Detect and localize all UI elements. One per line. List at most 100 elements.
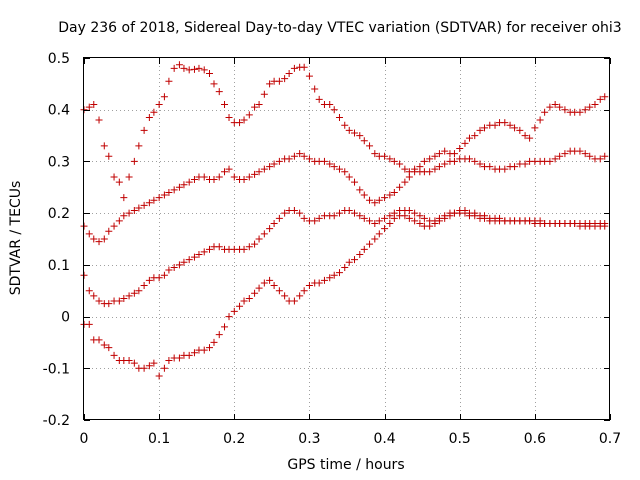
y-tick-label: 0.5 <box>48 51 70 67</box>
data-point <box>330 271 338 279</box>
grid <box>84 58 610 420</box>
data-point <box>326 274 334 282</box>
data-point <box>551 155 559 163</box>
data-point <box>245 173 253 181</box>
data-point <box>381 152 389 160</box>
data-point <box>240 245 248 253</box>
data-point <box>155 194 163 202</box>
data-point <box>110 351 118 359</box>
data-point <box>335 113 343 121</box>
data-point <box>200 248 208 256</box>
data-point <box>105 344 113 352</box>
data-point <box>586 152 594 160</box>
data-point <box>426 155 434 163</box>
data-point <box>556 103 564 111</box>
data-point <box>581 150 589 158</box>
data-point <box>481 212 489 220</box>
data-point <box>236 119 244 127</box>
data-point <box>441 160 449 168</box>
data-point <box>221 101 229 109</box>
data-point <box>195 64 203 72</box>
data-point <box>326 101 334 109</box>
y-tick-label: -0.2 <box>43 413 70 429</box>
data-point <box>461 207 469 215</box>
data-point <box>536 217 544 225</box>
data-point <box>240 176 248 184</box>
data-point <box>401 165 409 173</box>
data-point <box>506 121 514 129</box>
data-point <box>476 126 484 134</box>
data-point <box>155 274 163 282</box>
data-point <box>471 209 479 217</box>
data-point <box>320 157 328 165</box>
data-point <box>516 126 524 134</box>
data-point <box>345 126 353 134</box>
data-point <box>90 101 98 109</box>
x-tick-label: 0.3 <box>298 431 320 447</box>
data-point <box>85 103 93 111</box>
data-point <box>546 103 554 111</box>
data-point <box>511 163 519 171</box>
data-point <box>416 212 424 220</box>
y-tick-label: 0.4 <box>48 103 70 119</box>
x-tick-label: 0.6 <box>524 431 546 447</box>
data-point <box>150 359 158 367</box>
data-point <box>165 266 173 274</box>
data-point <box>230 173 238 181</box>
data-point <box>185 351 193 359</box>
data-point <box>450 150 458 158</box>
data-point <box>215 173 223 181</box>
data-point <box>581 106 589 114</box>
data-point <box>300 287 308 295</box>
data-point <box>110 222 118 230</box>
y-tick-label: -0.1 <box>43 361 70 377</box>
data-point <box>386 191 394 199</box>
data-point <box>351 209 359 217</box>
data-point <box>290 207 298 215</box>
data-point <box>215 88 223 96</box>
data-point <box>386 155 394 163</box>
data-point <box>521 132 529 140</box>
data-point <box>230 307 238 315</box>
data-point <box>330 163 338 171</box>
x-tick-label: 0.4 <box>373 431 395 447</box>
y-tick-label: 0.3 <box>48 154 70 170</box>
data-point <box>210 80 218 88</box>
data-point <box>190 349 198 357</box>
data-point <box>435 217 443 225</box>
data-point <box>255 235 263 243</box>
data-point <box>266 80 274 88</box>
data-point <box>305 282 313 290</box>
data-point <box>450 209 458 217</box>
data-point <box>275 287 283 295</box>
data-point <box>471 132 479 140</box>
data-point <box>356 251 364 259</box>
data-point <box>100 142 108 150</box>
data-point <box>556 152 564 160</box>
data-point <box>330 212 338 220</box>
data-point <box>591 101 599 109</box>
data-point <box>285 155 293 163</box>
data-point <box>521 160 529 168</box>
data-point <box>260 90 268 98</box>
data-point <box>315 279 323 287</box>
data-point <box>85 287 93 295</box>
data-point <box>290 297 298 305</box>
data-point <box>375 230 383 238</box>
data-point <box>431 219 439 227</box>
series-satellite-d <box>80 207 609 380</box>
data-point <box>95 336 103 344</box>
data-point <box>471 157 479 165</box>
data-point <box>135 204 143 212</box>
data-point <box>501 119 509 127</box>
data-point <box>251 103 259 111</box>
data-point <box>275 214 283 222</box>
x-tick-label: 0.5 <box>449 431 471 447</box>
data-point <box>305 72 313 80</box>
data-point <box>281 209 289 217</box>
data-point <box>390 214 398 222</box>
data-point <box>160 93 168 101</box>
data-point <box>601 152 609 160</box>
data-point <box>296 209 304 217</box>
data-point <box>356 132 364 140</box>
